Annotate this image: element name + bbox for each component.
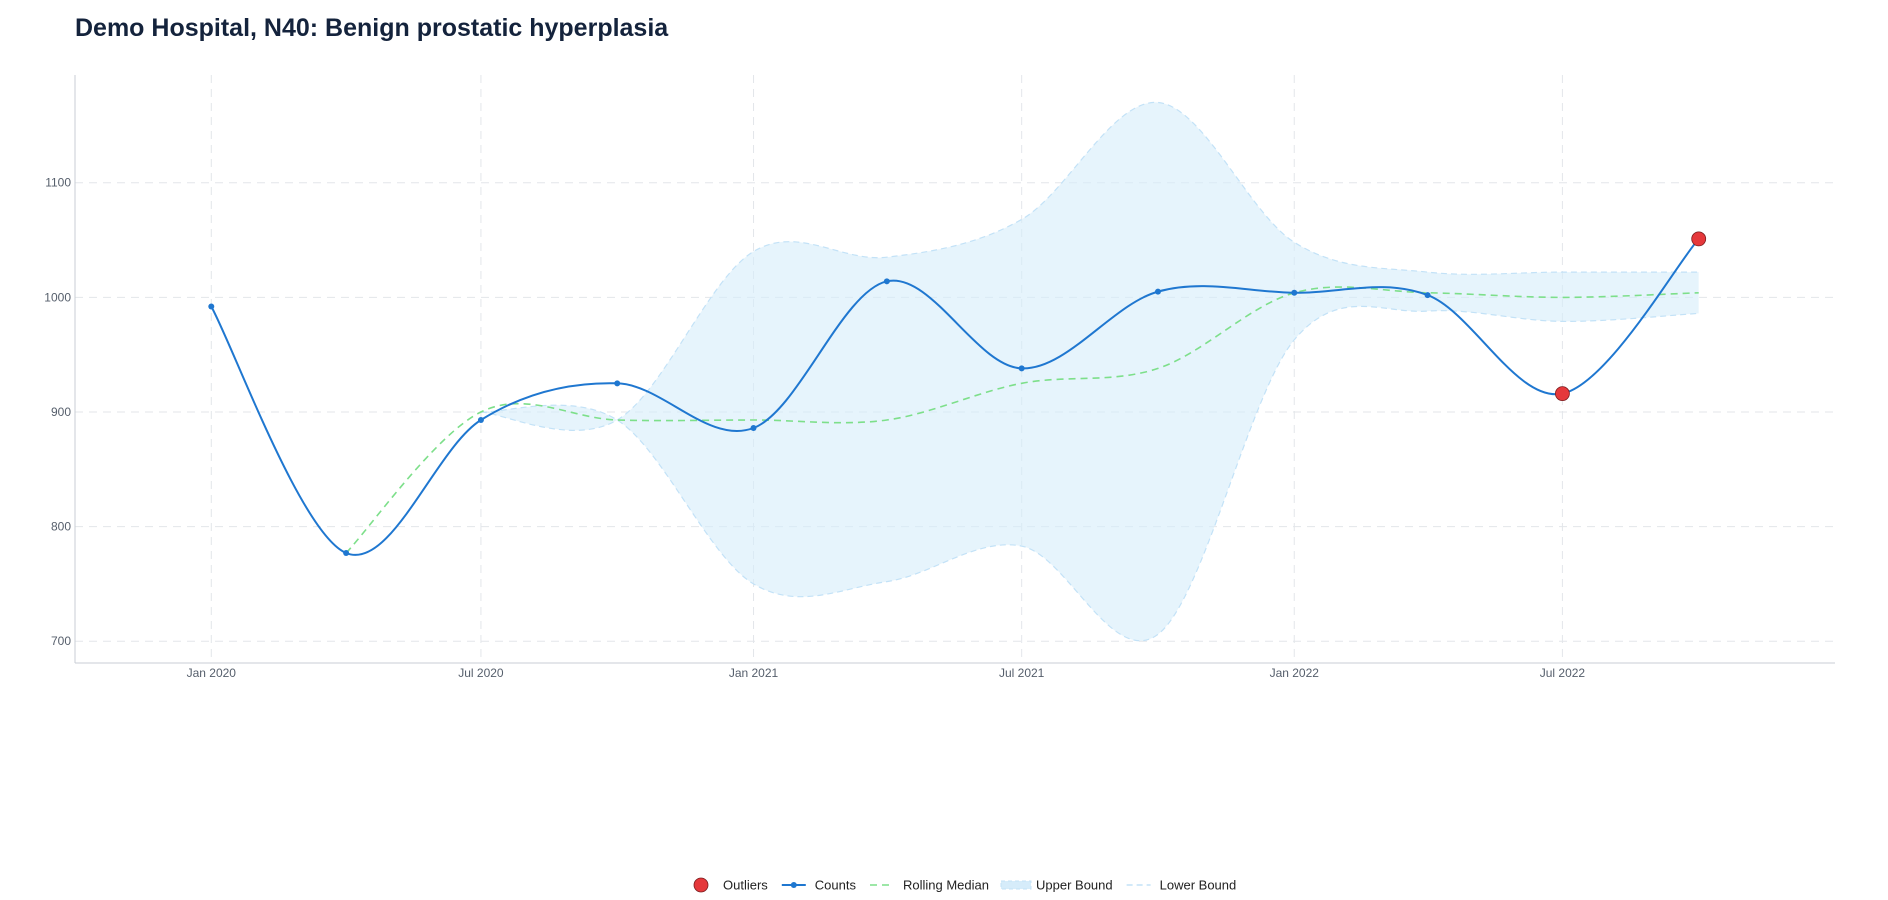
counts-point[interactable] <box>477 417 484 424</box>
x-tick-label: Jul 2022 <box>1540 666 1586 680</box>
legend-symbol <box>1000 880 1032 890</box>
x-tick-label: Jan 2022 <box>1270 666 1320 680</box>
rolling-median-layer <box>345 286 1699 554</box>
x-tick-label: Jan 2021 <box>729 666 779 680</box>
y-tick-label: 700 <box>51 634 71 648</box>
counts-point[interactable] <box>750 425 757 432</box>
lower-bound-line <box>480 305 1699 642</box>
x-tick-label: Jul 2021 <box>999 666 1045 680</box>
counts-point[interactable] <box>1291 289 1298 296</box>
rolling-median-line <box>345 286 1699 554</box>
outlier-point[interactable] <box>1555 386 1570 402</box>
upper-bound-line <box>480 101 1699 431</box>
counts-point[interactable] <box>343 549 350 556</box>
legend: Outliers Counts Rolling Median Upper Bound L… <box>693 877 1237 893</box>
legend-item[interactable]: Lower Bound <box>1126 878 1237 893</box>
x-tick-label: Jan 2020 <box>187 666 237 680</box>
legend-item[interactable]: Rolling Median <box>870 878 989 893</box>
legend-symbol <box>693 877 709 893</box>
bounds-area <box>480 102 1699 641</box>
legend-item[interactable]: Counts <box>781 878 857 893</box>
counts-point[interactable] <box>208 303 215 310</box>
legend-label: Rolling Median <box>903 878 989 893</box>
counts-line <box>210 238 1700 556</box>
counts-point[interactable] <box>614 380 621 387</box>
counts-point[interactable] <box>883 278 890 285</box>
legend-label: Counts <box>815 878 857 893</box>
outlier-point[interactable] <box>1691 231 1707 247</box>
axes: 700 800 900 1000 1100 Jan 2020 Jul 2020 Jan 202… <box>44 75 1835 680</box>
chart-title: Demo Hospital, N40: Benign prostatic hyp… <box>75 14 669 42</box>
bounds-band <box>480 101 1699 642</box>
legend-label: Lower Bound <box>1160 878 1237 893</box>
counts-point[interactable] <box>1018 365 1025 372</box>
y-tick-label: 900 <box>51 405 71 419</box>
legend-label: Outliers <box>723 878 768 893</box>
legend-label: Upper Bound <box>1036 878 1113 893</box>
x-tick-label: Jul 2020 <box>458 666 504 680</box>
outliers-layer <box>1555 231 1707 402</box>
y-tick-label: 800 <box>51 520 71 534</box>
counts-point[interactable] <box>1154 288 1161 295</box>
counts-point[interactable] <box>1424 292 1431 299</box>
legend-symbol <box>781 882 806 888</box>
legend-item[interactable]: Upper Bound <box>1000 878 1113 893</box>
y-tick-label: 1000 <box>44 290 71 304</box>
y-tick-label: 1100 <box>45 176 71 190</box>
legend-item[interactable]: Outliers <box>693 877 768 893</box>
